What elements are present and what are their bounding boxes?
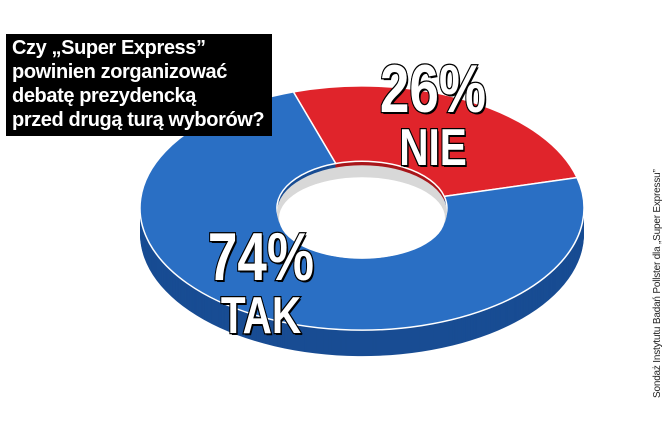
data-label-nie-percent: 26% bbox=[379, 51, 487, 127]
data-label-tak-category: TAK bbox=[220, 287, 302, 345]
question-line: powinien zorganizować bbox=[12, 61, 227, 83]
pie-slice-nie bbox=[292, 85, 579, 198]
survey-question: Czy „Super Express” powinien zorganizowa… bbox=[6, 34, 273, 136]
question-line: Czy „Super Express” bbox=[12, 37, 206, 59]
donut-layers bbox=[139, 85, 585, 357]
question-line: przed drugą turą wyborów? bbox=[12, 109, 265, 131]
slice-label-tak: 74% TAK bbox=[195, 219, 328, 345]
slice-label-nie: 26% NIE bbox=[375, 51, 492, 177]
donut-hole bbox=[279, 177, 445, 259]
data-label-tak-percent: 74% bbox=[207, 219, 315, 295]
question-line: debatę prezydencką bbox=[12, 85, 196, 107]
data-label-nie-category: NIE bbox=[398, 119, 468, 177]
source-note: Sondaż Instytutu Badań Pollster dla „Sup… bbox=[652, 169, 663, 398]
